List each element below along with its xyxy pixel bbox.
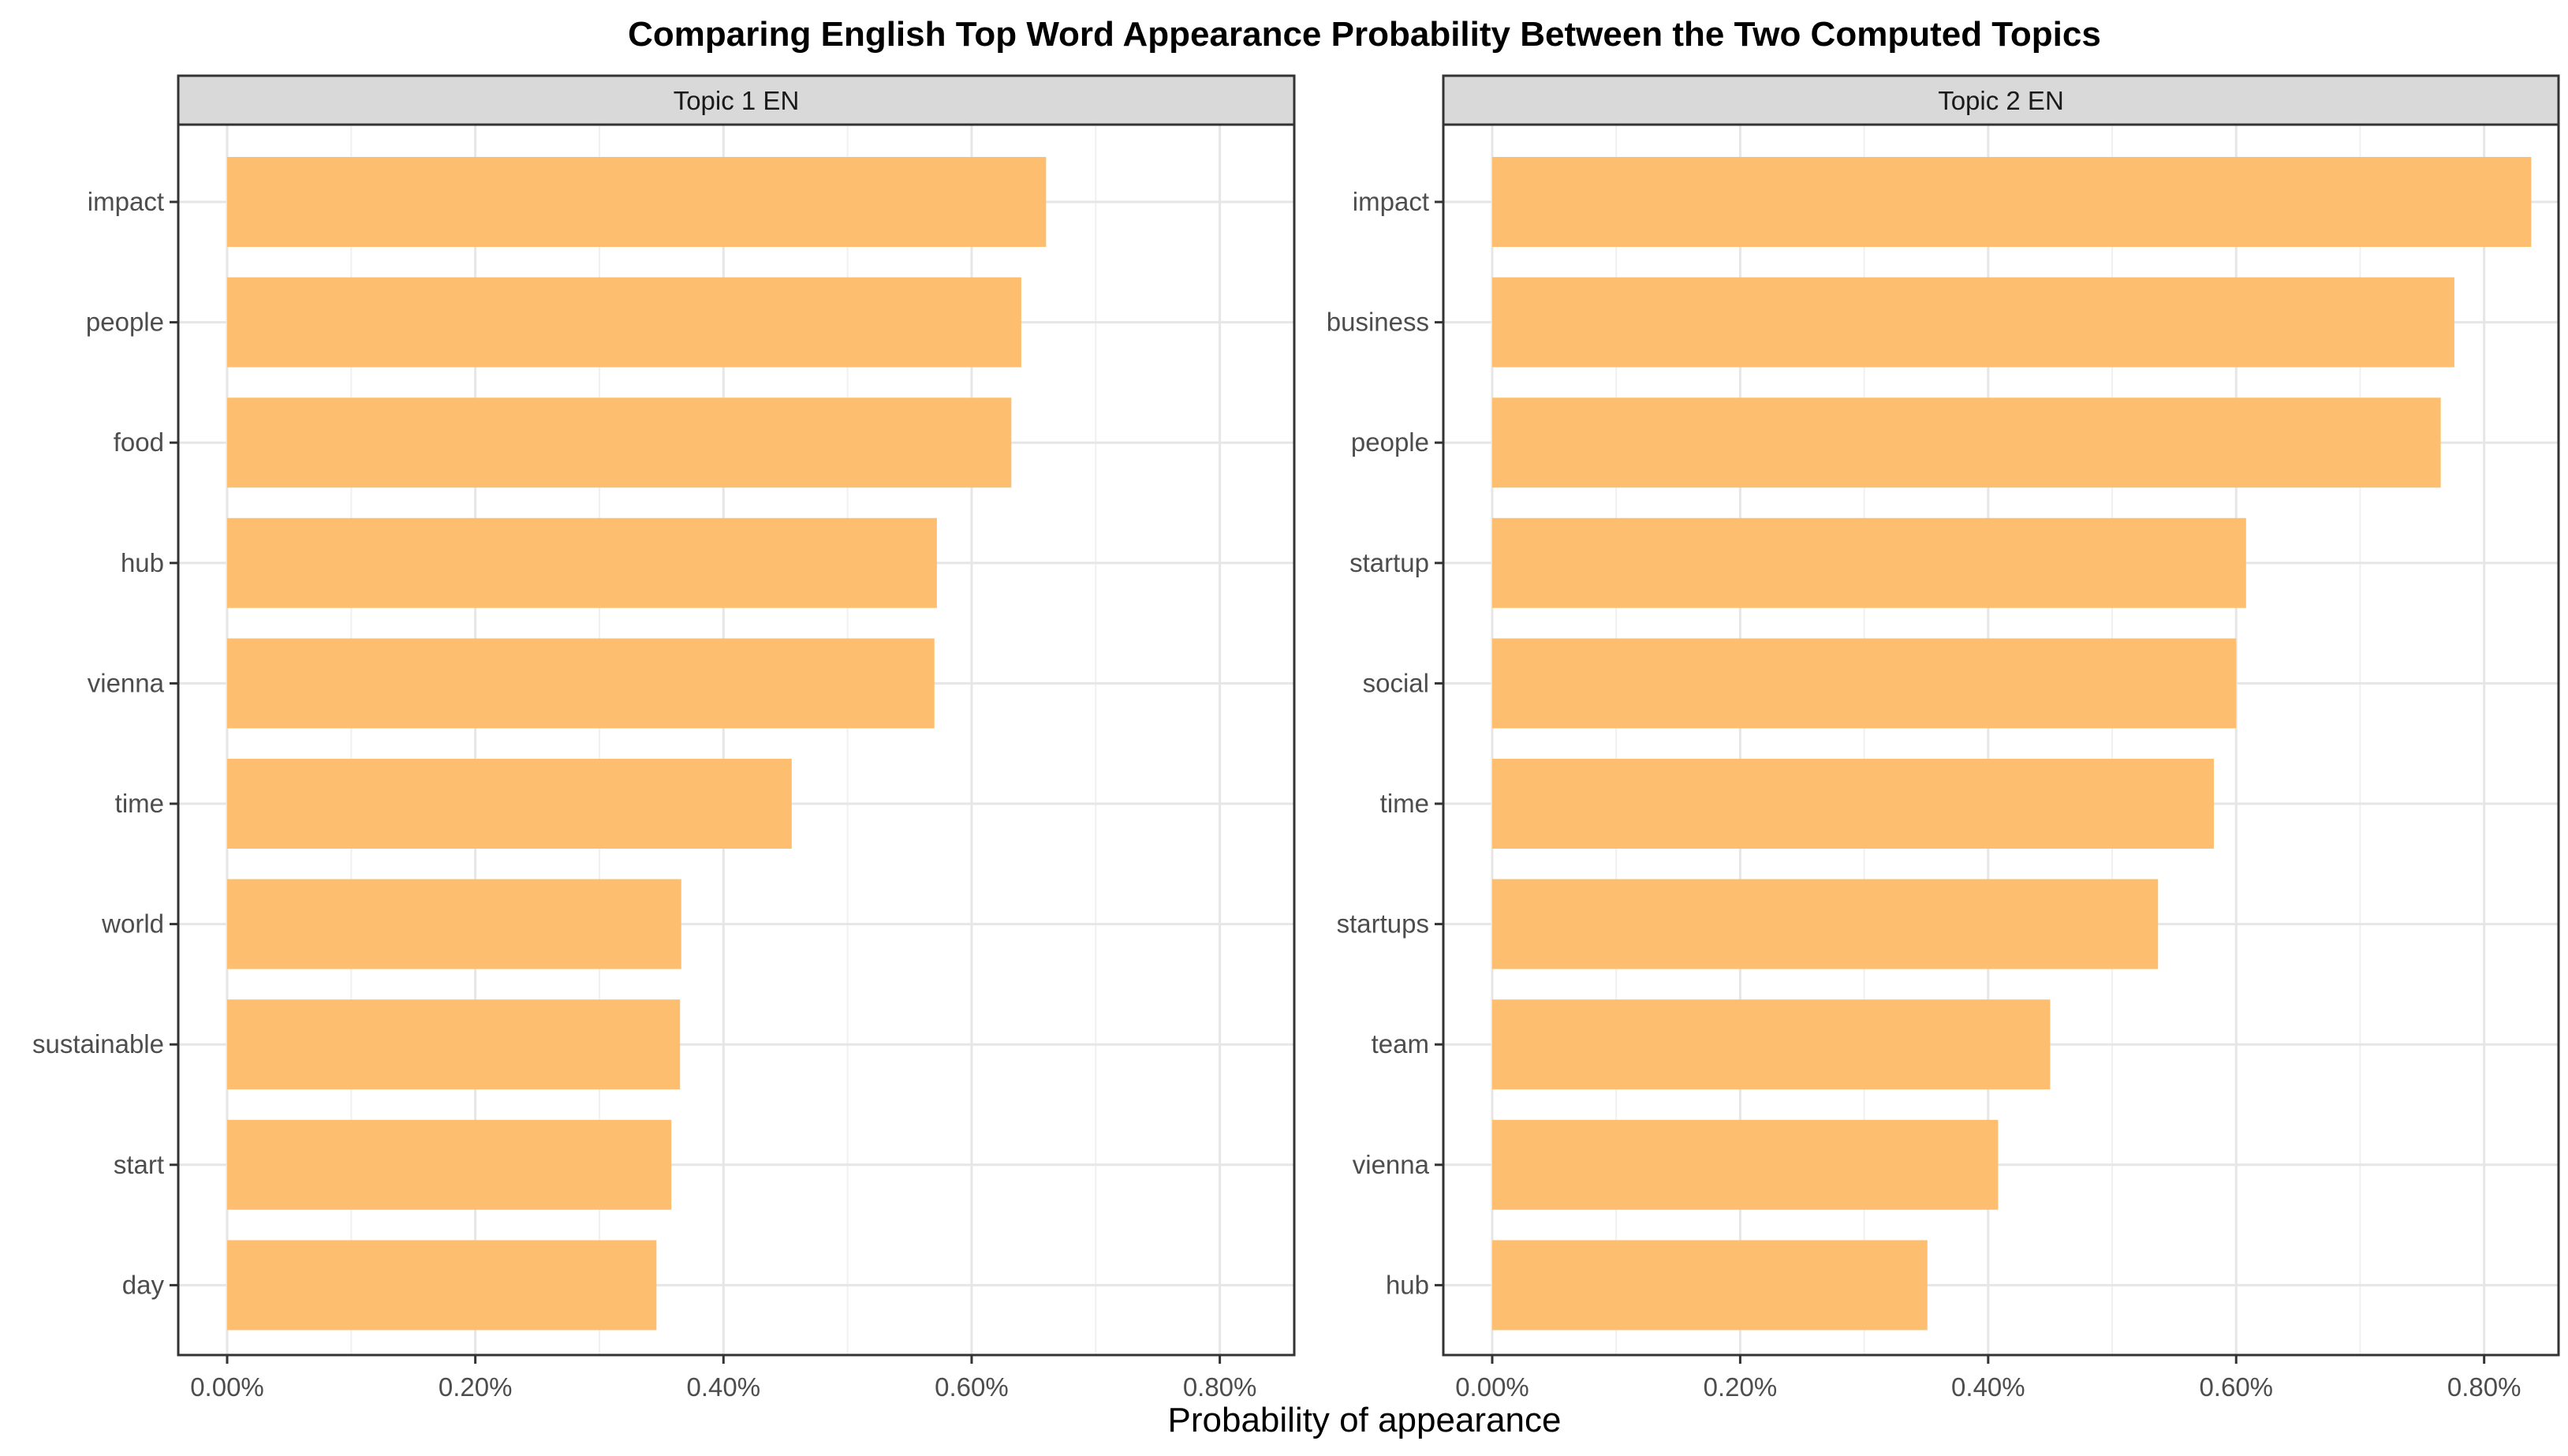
bar-time — [1492, 759, 2214, 849]
x-tick-label: 0.60% — [2199, 1372, 2273, 1402]
bar-people — [1492, 398, 2441, 488]
y-tick-label: day — [122, 1270, 165, 1299]
chart-title: Comparing English Top Word Appearance Pr… — [628, 15, 2101, 54]
y-tick-label: startup — [1349, 548, 1429, 577]
bar-team — [1492, 999, 2051, 1090]
bar-business — [1492, 277, 2454, 368]
facet-strip — [177, 74, 1296, 126]
y-tick-label: impact — [1353, 187, 1429, 216]
bar-hub — [227, 517, 937, 608]
x-tick-label: 0.20% — [1704, 1372, 1778, 1402]
y-tick-label: food — [114, 427, 164, 457]
facet-strip — [1442, 74, 2560, 126]
facet-strip-label: Topic 2 EN — [1938, 86, 2064, 115]
bar-hub — [1492, 1240, 1928, 1331]
bar-day — [227, 1240, 657, 1331]
panel-1: Topic 1 EN impact people food hub vienna time w… — [32, 74, 1296, 1402]
bar-sustainable — [227, 999, 681, 1090]
x-tick-label: 0.00% — [1455, 1372, 1529, 1402]
y-tick-label: startups — [1337, 909, 1429, 939]
y-tick-label: hub — [121, 548, 164, 577]
y-tick-label: business — [1327, 308, 1429, 337]
x-tick-label: 0.40% — [1951, 1372, 2025, 1402]
x-axis-title: Probability of appearance — [1168, 1401, 1562, 1439]
x-tick-label: 0.80% — [1183, 1372, 1257, 1402]
bar-startup — [1492, 517, 2246, 608]
y-tick-label: time — [1380, 789, 1429, 818]
bar-vienna — [1492, 1119, 1999, 1210]
y-tick-label: vienna — [1353, 1150, 1430, 1179]
bar-food — [227, 398, 1012, 488]
bar-impact — [227, 157, 1047, 247]
bar-world — [227, 879, 681, 969]
bar-social — [1492, 638, 2237, 729]
x-tick-label: 0.80% — [2447, 1372, 2521, 1402]
panel-2: Topic 2 EN impact business people startup soc… — [1327, 74, 2560, 1402]
y-tick-label: team — [1372, 1029, 1429, 1058]
y-tick-label: start — [114, 1150, 164, 1179]
y-tick-label: time — [115, 789, 164, 818]
y-tick-label: vienna — [88, 668, 165, 697]
y-tick-label: social — [1363, 668, 1429, 697]
y-tick-label: people — [86, 308, 164, 337]
x-tick-label: 0.40% — [687, 1372, 761, 1402]
x-tick-label: 0.00% — [190, 1372, 264, 1402]
bar-vienna — [227, 638, 935, 729]
y-tick-label: impact — [88, 187, 164, 216]
bar-people — [227, 277, 1021, 368]
facet-strip-label: Topic 1 EN — [674, 86, 800, 115]
bar-impact — [1492, 157, 2532, 247]
y-tick-label: world — [101, 909, 164, 939]
x-tick-label: 0.20% — [439, 1372, 513, 1402]
x-tick-label: 0.60% — [935, 1372, 1009, 1402]
bar-startups — [1492, 879, 2159, 969]
bar-time — [227, 759, 792, 849]
y-tick-label: people — [1351, 427, 1429, 457]
bar-start — [227, 1119, 672, 1210]
y-tick-label: sustainable — [32, 1029, 164, 1058]
y-tick-label: hub — [1386, 1270, 1429, 1299]
chart-panels: Topic 1 EN impact people food hub vienna time w… — [32, 74, 2560, 1402]
